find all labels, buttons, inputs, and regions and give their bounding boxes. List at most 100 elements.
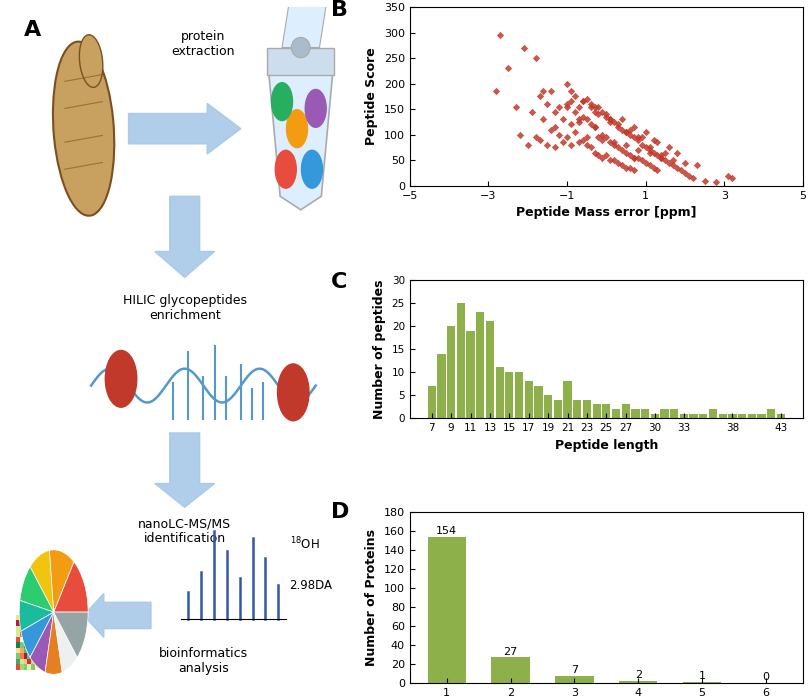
Point xyxy=(611,119,624,130)
Bar xyxy=(427,386,436,418)
Point xyxy=(620,127,633,138)
Wedge shape xyxy=(19,600,54,631)
Point xyxy=(686,172,699,183)
Point xyxy=(596,106,609,117)
Y-axis label: Number of Proteins: Number of Proteins xyxy=(365,529,378,666)
Point xyxy=(655,152,668,163)
Bar xyxy=(748,413,756,418)
Point xyxy=(573,114,586,125)
Point xyxy=(580,114,593,125)
Point xyxy=(564,119,577,130)
Point xyxy=(490,86,503,97)
Point xyxy=(564,139,577,151)
Point xyxy=(596,135,609,146)
Polygon shape xyxy=(267,47,334,75)
Point xyxy=(588,147,601,158)
Bar xyxy=(466,330,474,418)
Point xyxy=(631,152,644,163)
Text: HILIC glycopeptides
enrichment: HILIC glycopeptides enrichment xyxy=(122,294,247,322)
Point xyxy=(569,106,581,117)
Bar xyxy=(719,413,727,418)
Bar xyxy=(525,381,533,418)
Point xyxy=(577,96,590,107)
Point xyxy=(584,142,597,153)
Point xyxy=(667,155,680,166)
Point xyxy=(526,106,539,117)
Circle shape xyxy=(105,351,137,407)
Point xyxy=(541,98,554,109)
Point xyxy=(635,139,648,151)
Point xyxy=(639,127,652,138)
Point xyxy=(663,142,676,153)
Point xyxy=(600,150,613,161)
Bar xyxy=(593,404,601,418)
Bar xyxy=(544,395,552,418)
Point xyxy=(647,162,660,174)
Point xyxy=(588,121,601,132)
Point xyxy=(560,98,573,109)
Bar xyxy=(709,409,717,418)
Point xyxy=(659,155,672,166)
Point xyxy=(556,137,569,148)
Ellipse shape xyxy=(291,38,310,58)
Bar xyxy=(534,386,543,418)
Circle shape xyxy=(275,151,296,188)
Point xyxy=(647,135,660,146)
Text: 27: 27 xyxy=(504,647,517,657)
Point xyxy=(679,167,692,178)
Point xyxy=(726,172,739,183)
Point xyxy=(647,147,660,158)
Point xyxy=(552,101,565,112)
Point xyxy=(580,93,593,105)
Ellipse shape xyxy=(53,42,114,216)
Text: 154: 154 xyxy=(436,526,457,536)
Bar xyxy=(505,372,513,418)
Point xyxy=(628,152,641,163)
Wedge shape xyxy=(54,612,77,673)
Bar xyxy=(738,413,746,418)
Point xyxy=(564,96,577,107)
Wedge shape xyxy=(21,612,54,657)
Point xyxy=(635,155,648,166)
Point xyxy=(529,132,542,143)
Bar xyxy=(612,409,620,418)
Point xyxy=(643,142,656,153)
Point xyxy=(603,114,616,125)
Text: $^{18}$OH: $^{18}$OH xyxy=(290,536,320,553)
Point xyxy=(569,91,581,102)
Point xyxy=(560,78,573,89)
Point xyxy=(517,43,530,54)
Point xyxy=(569,127,581,138)
Point xyxy=(667,160,680,171)
Point xyxy=(616,124,629,135)
Bar xyxy=(683,682,721,683)
Point xyxy=(655,150,668,161)
Point xyxy=(584,98,597,109)
Bar xyxy=(564,381,572,418)
Text: 2.98DA: 2.98DA xyxy=(290,579,333,592)
Point xyxy=(494,29,507,40)
Point xyxy=(588,106,601,117)
Point xyxy=(616,144,629,155)
Point xyxy=(631,144,644,155)
Point xyxy=(577,96,590,107)
Point xyxy=(549,106,562,117)
Point xyxy=(611,142,624,153)
Point xyxy=(521,139,534,151)
Point xyxy=(639,158,652,169)
Point xyxy=(537,86,550,97)
Y-axis label: Number of peptides: Number of peptides xyxy=(373,279,386,419)
Circle shape xyxy=(272,83,293,121)
Point xyxy=(635,132,648,143)
Wedge shape xyxy=(30,551,54,612)
Point xyxy=(628,152,641,163)
Point xyxy=(603,155,616,166)
Bar xyxy=(641,409,650,418)
Point xyxy=(643,144,656,155)
Point xyxy=(607,155,620,166)
Polygon shape xyxy=(269,75,333,210)
Point xyxy=(560,132,573,143)
Point xyxy=(600,132,613,143)
Point xyxy=(628,165,641,176)
Point xyxy=(620,139,633,151)
